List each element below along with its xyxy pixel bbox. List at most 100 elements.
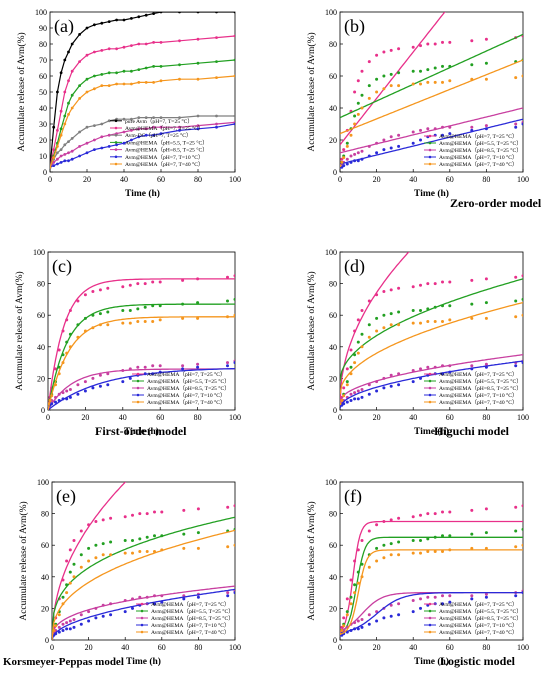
fit-curve	[340, 591, 523, 634]
data-point	[215, 12, 218, 14]
legend-marker	[428, 616, 432, 620]
data-point	[87, 610, 91, 614]
x-tick-label: 40	[121, 643, 129, 652]
x-tick-label: 20	[373, 413, 381, 422]
data-point	[85, 151, 89, 155]
data-point	[144, 116, 148, 119]
data-point	[397, 613, 401, 617]
data-point	[448, 600, 452, 604]
data-point	[106, 383, 110, 387]
data-point	[130, 44, 133, 47]
data-point	[215, 122, 218, 126]
y-tick-label: 0	[333, 636, 337, 645]
x-tick-label: 60	[446, 175, 454, 184]
data-point	[136, 282, 140, 286]
data-point	[411, 285, 415, 289]
data-point	[59, 148, 63, 152]
data-point	[181, 367, 185, 371]
data-point	[514, 545, 518, 549]
data-point	[52, 148, 56, 152]
data-point	[85, 77, 89, 81]
data-point	[100, 73, 104, 76]
data-point	[521, 543, 523, 547]
data-point	[411, 82, 415, 86]
data-point	[85, 125, 89, 129]
legend: Avm@HEMA（pH=7, T=25 °C）Avm@HEMA（pH=5.5, …	[136, 601, 234, 636]
fit-curve	[340, 107, 523, 154]
data-point	[115, 71, 118, 75]
data-point	[178, 63, 181, 67]
x-tick-label: 80	[194, 643, 202, 652]
data-point	[196, 124, 200, 127]
panel-letter: (f)	[344, 486, 362, 507]
x-tick-label: 80	[482, 175, 490, 184]
legend-label: Avm@HEMA（pH=7, T=10 °C）	[439, 622, 518, 629]
data-point	[78, 97, 81, 100]
data-point	[448, 318, 452, 322]
data-point	[87, 523, 91, 527]
y-tick-label: 80	[41, 510, 49, 519]
data-point	[160, 594, 164, 598]
data-point	[178, 77, 181, 81]
data-point	[484, 546, 488, 550]
data-point	[48, 402, 50, 406]
data-point	[349, 629, 353, 632]
data-point	[356, 581, 360, 585]
data-point	[160, 548, 164, 552]
data-point	[107, 145, 111, 148]
data-point	[389, 72, 393, 76]
data-point	[215, 76, 218, 79]
data-point	[123, 610, 127, 614]
data-point	[159, 79, 163, 83]
data-point	[144, 81, 148, 84]
x-tick-label: 60	[158, 643, 166, 652]
data-point	[67, 79, 70, 83]
data-point	[441, 133, 444, 137]
fit-curve	[48, 368, 235, 410]
data-point	[433, 535, 437, 539]
data-point	[98, 323, 102, 327]
data-point	[72, 618, 76, 621]
data-point	[83, 389, 87, 393]
data-point	[514, 529, 518, 533]
legend-label: Avm@HEMA（pH=5.5, T=25 °C）	[147, 378, 230, 385]
data-point	[340, 160, 344, 164]
x-tick-label: 40	[409, 175, 417, 184]
data-point	[52, 632, 54, 636]
data-point	[94, 556, 98, 560]
data-point	[356, 397, 360, 401]
legend-marker	[428, 379, 432, 383]
data-point	[101, 518, 105, 522]
legend-marker	[428, 155, 432, 159]
legend-label: Avm@HEMA（pH=8.5, T=25 °C）	[439, 385, 522, 392]
data-point	[93, 148, 96, 152]
data-point	[382, 148, 386, 152]
x-tick-label: 0	[338, 175, 342, 184]
data-point	[91, 290, 95, 293]
data-point	[121, 321, 125, 325]
data-point	[151, 364, 155, 368]
data-point	[360, 332, 364, 336]
data-point	[79, 565, 83, 569]
data-point	[349, 160, 353, 164]
data-point	[79, 613, 83, 617]
data-point	[196, 12, 200, 14]
legend-label: Avm@HEMA（pH=7, T=40 °C）	[439, 399, 518, 406]
data-point	[145, 512, 149, 516]
data-point	[382, 290, 386, 293]
data-point	[72, 575, 76, 579]
data-point	[470, 128, 474, 132]
data-point	[115, 18, 118, 22]
data-point	[441, 372, 444, 376]
data-point	[521, 527, 523, 531]
fit-curve	[340, 252, 410, 403]
data-point	[182, 597, 186, 601]
data-point	[56, 151, 59, 155]
plot-area	[340, 12, 523, 169]
data-point	[78, 33, 81, 36]
data-point	[470, 508, 474, 512]
data-point	[52, 161, 56, 164]
data-point	[353, 152, 357, 156]
data-point	[76, 335, 80, 339]
data-point	[121, 285, 125, 289]
